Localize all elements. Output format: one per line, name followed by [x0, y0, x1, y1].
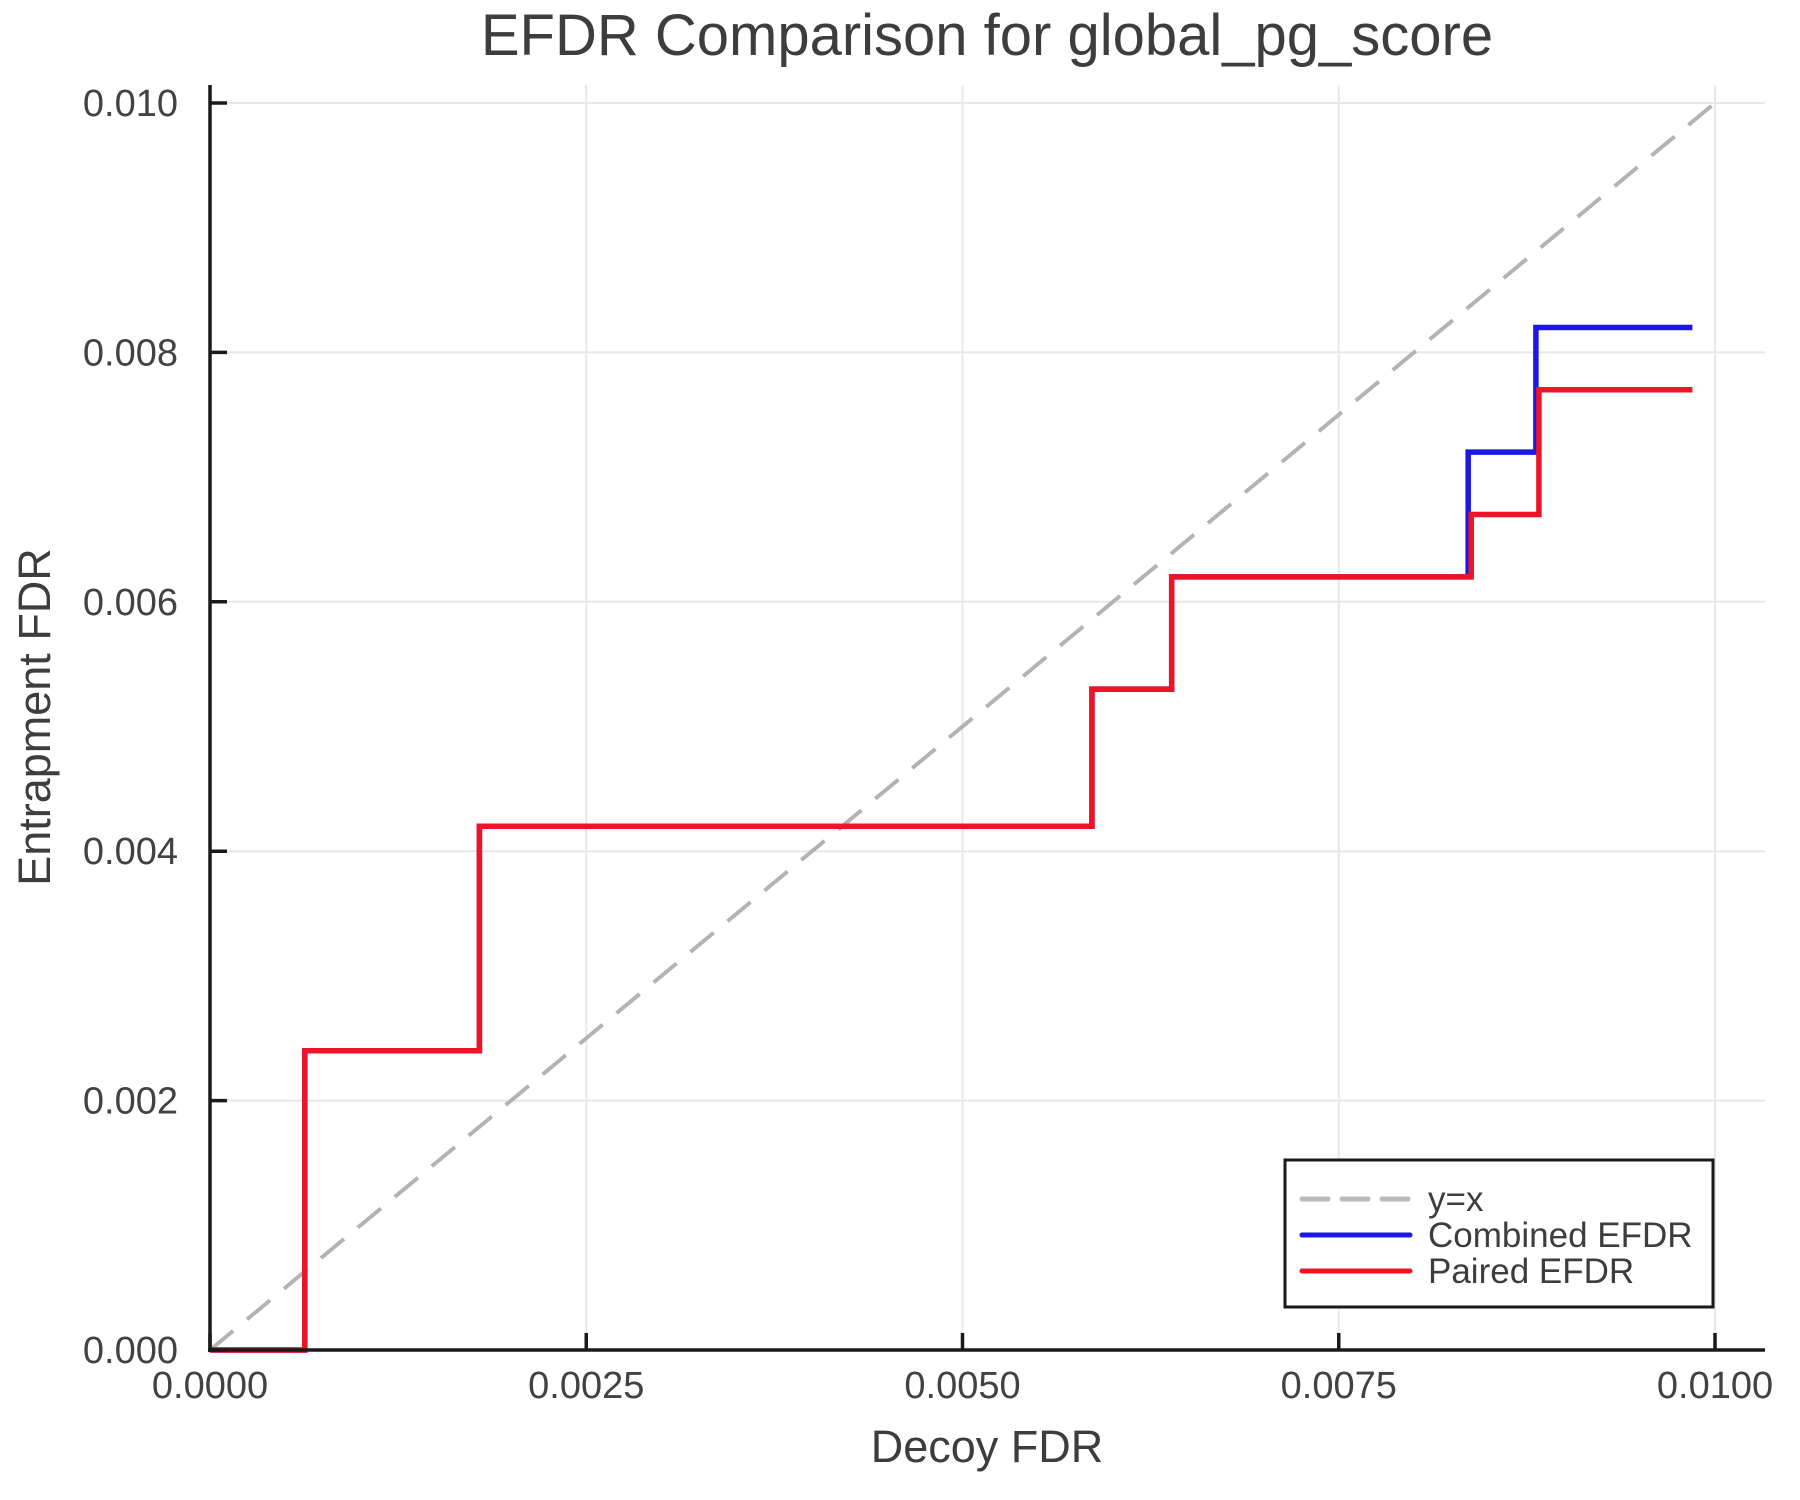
series-layer: [208, 101, 1717, 1353]
paired-efdr-line: [210, 387, 1693, 1353]
x-tick-label: 0.0000: [152, 1365, 268, 1407]
y-tick-label: 0.000: [83, 1330, 178, 1372]
y-tick-label: 0.010: [83, 83, 178, 125]
identity-line: [208, 101, 1717, 1352]
legend-item: Paired EFDR: [1299, 1252, 1634, 1291]
x-axis-label: Decoy FDR: [871, 1421, 1104, 1472]
legend-label: Paired EFDR: [1428, 1252, 1634, 1291]
y-tick-label: 0.008: [83, 332, 178, 374]
axes-layer: 0.0000 0.0025 0.0050 0.0075 0.0100 0.000 0.002…: [83, 83, 1773, 1407]
legend-label: Combined EFDR: [1428, 1216, 1693, 1255]
x-tick-label: 0.0050: [904, 1365, 1020, 1407]
y-tick-label: 0.004: [83, 831, 178, 873]
legend-item: Combined EFDR: [1299, 1216, 1693, 1255]
chart-title: EFDR Comparison for global_pg_score: [481, 3, 1493, 68]
y-axis-label: Entrapment FDR: [9, 548, 60, 886]
x-tick-label: 0.0075: [1281, 1365, 1397, 1407]
x-tick-label: 0.0100: [1657, 1365, 1773, 1407]
legend-item: y=x: [1299, 1180, 1484, 1219]
legend-label: y=x: [1428, 1180, 1484, 1219]
x-tick-label: 0.0025: [528, 1365, 644, 1407]
y-tick-label: 0.002: [83, 1081, 178, 1123]
y-tick-label: 0.006: [83, 582, 178, 624]
